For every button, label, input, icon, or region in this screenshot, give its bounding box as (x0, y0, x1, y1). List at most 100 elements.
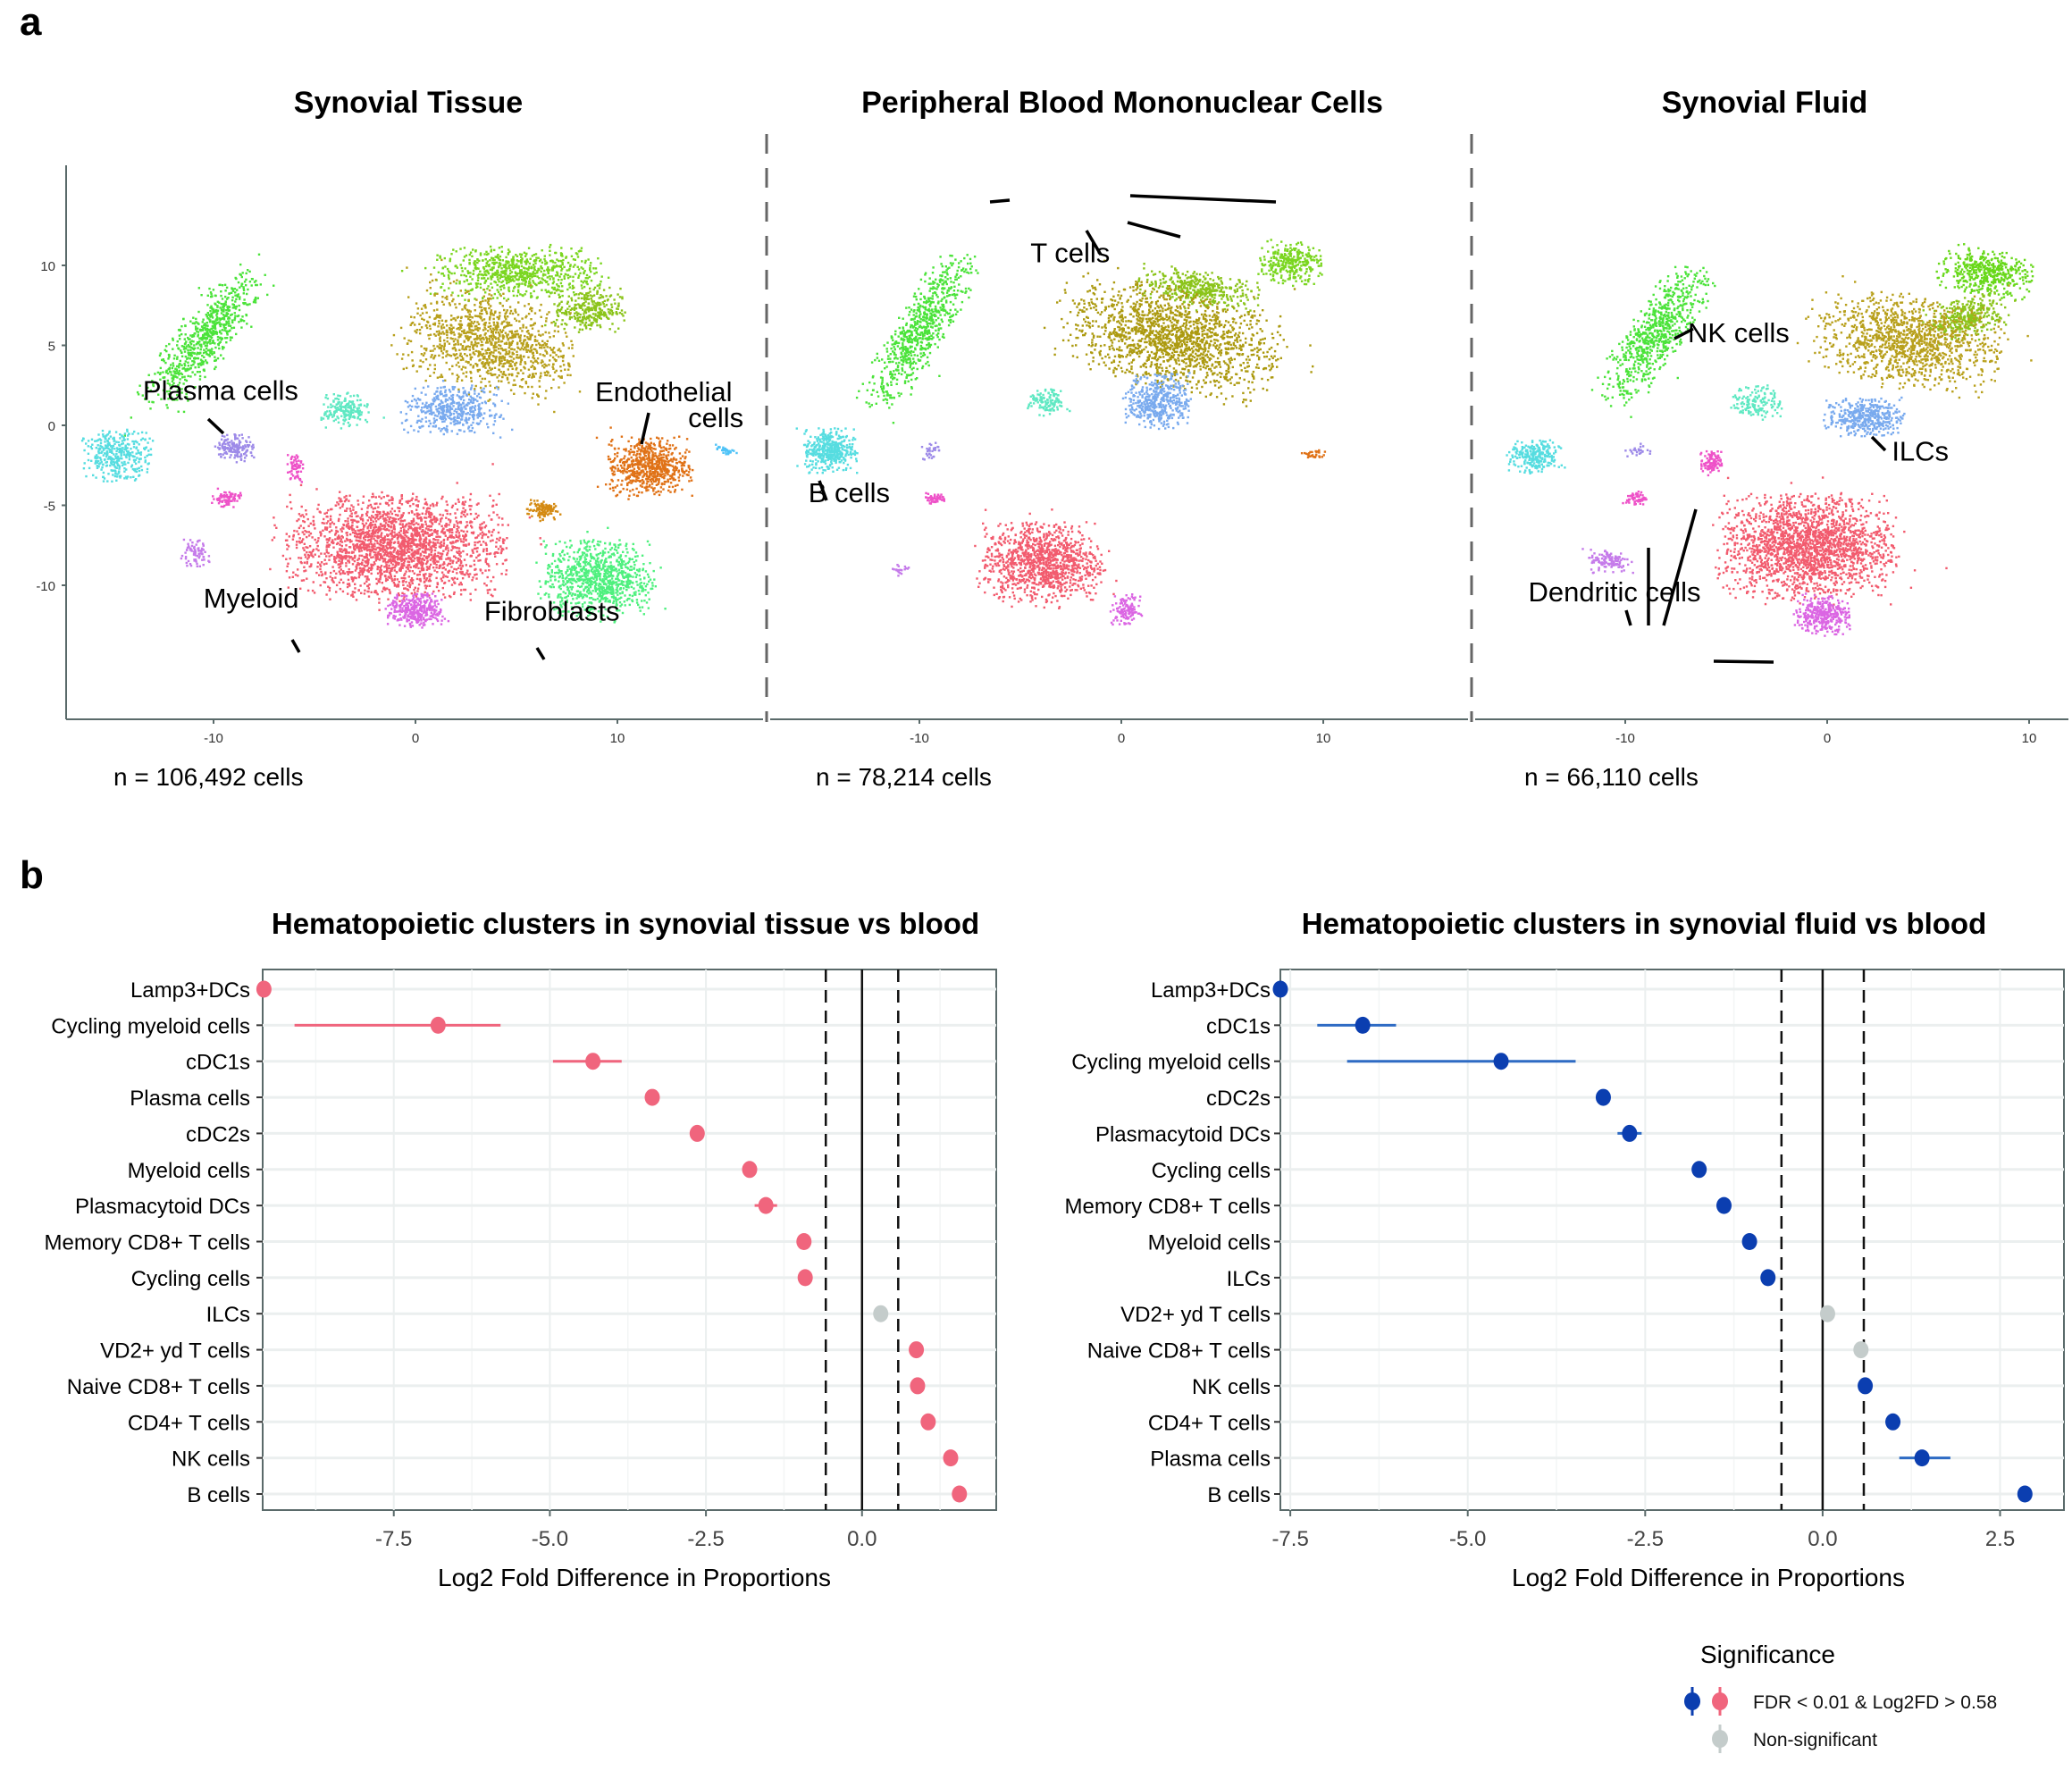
umap-cluster (80, 428, 155, 483)
plot-panel (1279, 969, 2065, 1511)
category-label: ILCs (206, 1303, 250, 1327)
umap-cluster (1109, 593, 1144, 626)
dotplot-tissue: -7.5 -5.0 -2.5 0.0 Lamp3+DCs Cycling myeloid … (44, 969, 997, 1551)
data-point (1885, 1413, 1901, 1431)
category-label: VD2+ yd T cells (100, 1339, 250, 1364)
umap-cluster (211, 487, 242, 508)
category-label: Lamp3+DCs (1151, 978, 1271, 1003)
umap-cluster (1300, 449, 1327, 459)
annotation-leader-line (290, 639, 301, 653)
x-tick-label: 0 (412, 731, 419, 746)
umap-cluster (544, 286, 626, 333)
data-point (1622, 1124, 1638, 1142)
umap-cluster (1027, 388, 1071, 417)
category-label: Myeloid cells (1148, 1231, 1271, 1255)
x-tick-label: -2.5 (1627, 1527, 1664, 1551)
umap-title-synovial-fluid: Synovial Fluid (1416, 86, 2072, 121)
data-point (1272, 980, 1288, 998)
umap-cluster (715, 443, 738, 456)
x-tick-label: 2.5 (1985, 1527, 2015, 1551)
umap-cluster (269, 463, 542, 613)
x-tick-label: -10 (204, 731, 223, 746)
umap-figure: 10 5 0 -5 -10 -10 0 10 Plasma cells Endothelialce… (36, 134, 2068, 746)
umap-cluster (123, 253, 275, 437)
data-point (1819, 1305, 1835, 1322)
data-point (1760, 1269, 1776, 1287)
category-label: cDC2s (1206, 1087, 1271, 1111)
data-point (758, 1196, 774, 1214)
dotplot-figure: -7.5 -5.0 -2.5 0.0 Lamp3+DCs Cycling myeloid … (44, 969, 2065, 1551)
data-point (909, 1341, 925, 1359)
xlabel-fluid: Log2 Fold Difference in Proportions (1306, 1564, 2072, 1592)
umap-cluster (400, 243, 610, 305)
data-point (1853, 1341, 1869, 1359)
data-point (1715, 1196, 1732, 1214)
category-label: cDC1s (186, 1051, 250, 1075)
annotation-leader-line (1870, 435, 1887, 452)
x-tick-label: 10 (610, 731, 625, 746)
xlabel-tissue: Log2 Fold Difference in Proportions (232, 1564, 1036, 1592)
data-point (430, 1016, 446, 1034)
umap-cluster (1590, 265, 1716, 418)
category-label: B cells (187, 1483, 250, 1507)
category-label: ILCs (1227, 1267, 1271, 1291)
x-tick-label: 0.0 (1808, 1527, 1837, 1551)
data-point (797, 1269, 813, 1287)
dotplot-fluid: -7.5 -5.0 -2.5 0.0 2.5 Lamp3+DCs cDC1s Cycling … (1064, 969, 2065, 1551)
category-label: Naive CD8+ T cells (1087, 1339, 1271, 1364)
category-label: NK cells (172, 1448, 250, 1472)
category-label: Myeloid cells (128, 1159, 250, 1183)
cluster-annotation: Fibroblasts (484, 595, 620, 626)
umap-panel: -10 0 10 T cells B cells (770, 237, 1468, 746)
umap-cluster (525, 499, 562, 523)
data-point (1741, 1233, 1757, 1250)
data-point (742, 1161, 758, 1179)
cluster-annotation: Endothelial (595, 376, 732, 407)
category-label: Memory CD8+ T cells (1064, 1195, 1271, 1219)
x-tick-label: 10 (2022, 731, 2037, 746)
x-tick-label: 0.0 (847, 1527, 877, 1551)
cluster-annotation: NK cells (1688, 317, 1790, 348)
category-label: B cells (1207, 1483, 1271, 1507)
legend-key-pink (1712, 1692, 1728, 1710)
umap-cluster (855, 254, 979, 424)
legend: FDR < 0.01 & Log2FD > 0.58 Non-significan… (1684, 1687, 1997, 1753)
legend-key-grey (1712, 1730, 1728, 1748)
category-label: cDC2s (186, 1122, 250, 1146)
umap-cluster (1712, 476, 1948, 608)
umap-cluster (1624, 442, 1652, 457)
category-label: Cycling myeloid cells (51, 1014, 250, 1038)
umap-panel: 10 5 0 -5 -10 -10 0 10 Plasma cells Endothelialce… (36, 165, 763, 746)
umap-cluster (286, 454, 305, 483)
umap-cluster (1121, 372, 1192, 431)
annotation-leader-line (1713, 659, 1774, 664)
x-tick-label: -2.5 (687, 1527, 724, 1551)
umap-cluster (399, 380, 514, 439)
umap-cluster (795, 427, 859, 474)
panel-letter-a: a (20, 0, 41, 45)
x-tick-label: -10 (1615, 731, 1635, 746)
umap-cluster (1792, 592, 1851, 637)
umap-cluster (384, 592, 450, 629)
umap-cluster (920, 441, 941, 461)
umap-cluster (974, 508, 1118, 609)
data-point (1858, 1377, 1874, 1395)
data-point (1595, 1088, 1611, 1106)
category-label: cDC1s (1206, 1014, 1271, 1038)
umap-cluster (1730, 384, 1783, 421)
y-tick-label: 10 (40, 259, 55, 274)
data-point (585, 1053, 601, 1070)
umap-cluster (390, 258, 582, 414)
data-point (1691, 1161, 1707, 1179)
annotation-leader-line (818, 480, 828, 501)
umap-title-pbmc: Peripheral Blood Mononuclear Cells (774, 86, 1471, 121)
annotation-leader-line (989, 198, 1011, 204)
annotation-leader-line (1127, 221, 1181, 239)
y-tick-label: -10 (36, 579, 55, 594)
x-tick-label: -5.0 (1449, 1527, 1486, 1551)
umap-cluster (892, 564, 910, 577)
data-point (943, 1449, 959, 1467)
category-label: Cycling myeloid cells (1071, 1051, 1271, 1075)
x-tick-label: -7.5 (1271, 1527, 1308, 1551)
